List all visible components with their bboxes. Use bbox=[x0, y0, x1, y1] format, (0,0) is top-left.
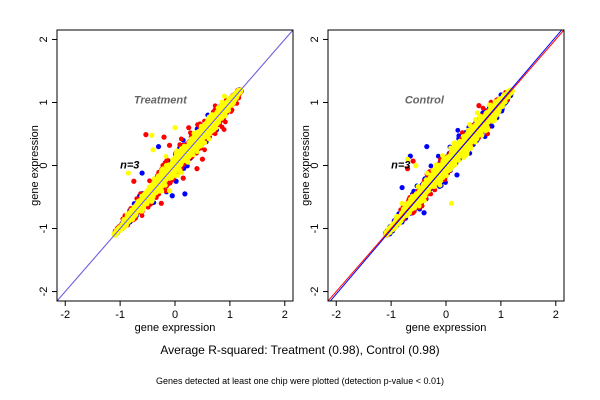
y-tick-label: 2 bbox=[38, 36, 50, 42]
point-yellow bbox=[236, 88, 242, 94]
x-tick-label: -1 bbox=[115, 309, 125, 321]
point-red bbox=[221, 127, 227, 132]
point-yellow bbox=[440, 153, 445, 158]
point-yellow bbox=[177, 161, 183, 167]
point-yellow bbox=[175, 153, 181, 159]
point-red bbox=[158, 200, 164, 206]
point-yellow bbox=[117, 227, 123, 233]
point-yellow bbox=[223, 113, 228, 118]
point-blue bbox=[424, 143, 430, 150]
point-red bbox=[147, 178, 152, 184]
point-yellow bbox=[448, 145, 453, 151]
point-yellow bbox=[143, 191, 148, 197]
point-yellow bbox=[183, 148, 189, 154]
point-yellow bbox=[168, 168, 174, 174]
point-blue bbox=[428, 163, 434, 169]
x-tick-label: 2 bbox=[282, 309, 288, 321]
point-red bbox=[202, 147, 208, 153]
point-red bbox=[143, 132, 149, 138]
panel-title: Treatment bbox=[134, 95, 188, 107]
point-red bbox=[410, 158, 416, 164]
n-annotation: n=3 bbox=[120, 160, 139, 172]
point-red bbox=[186, 125, 192, 131]
point-yellow bbox=[159, 188, 165, 194]
point-yellow bbox=[202, 140, 208, 146]
point-yellow bbox=[201, 128, 207, 134]
point-yellow bbox=[136, 201, 142, 207]
y-tick-label: 0 bbox=[38, 162, 50, 168]
point-red bbox=[480, 105, 486, 111]
point-red bbox=[131, 178, 137, 184]
point-yellow bbox=[225, 100, 231, 106]
y-axis-label: gene expression bbox=[29, 125, 41, 206]
y-tick-label: -2 bbox=[38, 287, 50, 297]
point-blue bbox=[455, 127, 461, 133]
point-yellow bbox=[129, 207, 134, 213]
y-tick-label: -1 bbox=[38, 224, 50, 234]
point-yellow bbox=[185, 160, 191, 165]
point-red bbox=[139, 213, 145, 219]
point-red bbox=[404, 166, 411, 172]
reference-line bbox=[57, 30, 293, 301]
plot-area bbox=[328, 30, 564, 301]
point-yellow bbox=[125, 170, 131, 176]
point-yellow bbox=[179, 170, 185, 176]
point-blue bbox=[185, 163, 190, 169]
point-yellow bbox=[150, 147, 156, 153]
point-yellow bbox=[127, 216, 133, 221]
point-yellow bbox=[172, 167, 178, 173]
point-blue bbox=[155, 143, 162, 150]
point-red bbox=[178, 136, 184, 142]
point-red bbox=[199, 156, 206, 162]
point-yellow bbox=[149, 132, 155, 138]
point-red bbox=[459, 130, 465, 136]
point-blue bbox=[139, 170, 145, 176]
panel-treatment: -2 -1 0 1 2 -2 -1 0 1 2 gene expression gene expres… bbox=[29, 29, 294, 334]
point-yellow bbox=[208, 127, 213, 133]
plot-area bbox=[57, 30, 293, 301]
point-yellow bbox=[177, 148, 183, 154]
point-yellow bbox=[194, 149, 200, 155]
point-yellow bbox=[151, 180, 157, 186]
point-yellow bbox=[158, 169, 164, 175]
x-tick-label: -2 bbox=[60, 309, 70, 321]
point-yellow bbox=[166, 176, 172, 181]
point-yellow bbox=[148, 197, 153, 203]
point-yellow bbox=[152, 190, 157, 196]
point-yellow bbox=[166, 188, 173, 194]
point-blue bbox=[454, 172, 460, 178]
x-axis-label: gene expression bbox=[135, 322, 216, 334]
x-tick-label: 1 bbox=[227, 309, 233, 321]
x-tick-label: 0 bbox=[172, 309, 178, 321]
point-blue bbox=[421, 210, 427, 216]
point-yellow bbox=[163, 154, 169, 159]
point-blue bbox=[182, 191, 188, 197]
point-red bbox=[161, 134, 167, 140]
point-yellow bbox=[196, 128, 202, 134]
point-yellow bbox=[172, 125, 178, 131]
point-yellow bbox=[171, 163, 177, 169]
point-blue bbox=[169, 193, 175, 199]
point-blue bbox=[399, 184, 405, 191]
point-yellow bbox=[206, 136, 212, 142]
point-red bbox=[476, 103, 482, 109]
point-yellow bbox=[221, 93, 227, 99]
point-yellow bbox=[205, 118, 211, 124]
point-yellow bbox=[175, 173, 181, 179]
y-tick-label: 1 bbox=[38, 99, 50, 105]
point-red bbox=[223, 119, 228, 125]
point-yellow bbox=[219, 99, 225, 105]
point-red bbox=[194, 166, 200, 172]
point-red bbox=[166, 142, 173, 148]
point-red bbox=[163, 188, 169, 194]
point-red bbox=[180, 175, 186, 181]
point-yellow bbox=[467, 122, 472, 127]
